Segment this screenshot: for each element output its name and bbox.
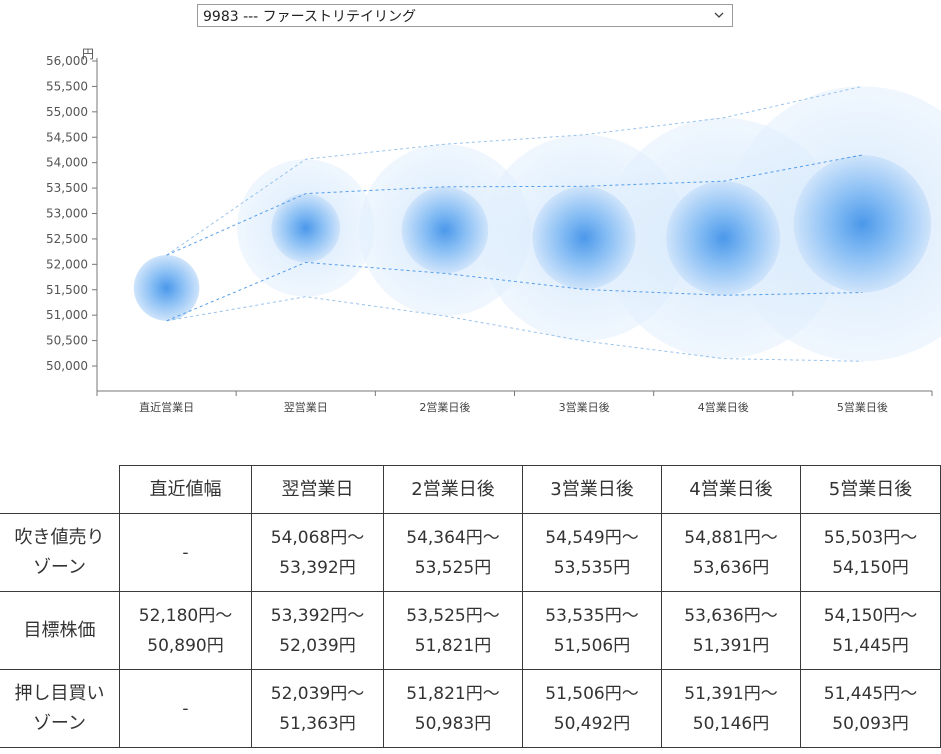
y-axis-unit: 円 [82,47,94,61]
y-tick-label: 56,000 [46,54,88,68]
row-header: 吹き値売り ゾーン [0,513,120,592]
price-cell: 53,636円～ 51,391円 [661,591,801,670]
column-header: 翌営業日 [251,465,384,514]
sell-zone-upper-line [166,85,863,256]
x-category-label: 5営業日後 [837,400,888,414]
price-cell: 54,881円～ 53,636円 [661,513,801,592]
target-lower-line [166,261,863,322]
target-upper-line [166,154,863,256]
price-cell: - [119,669,252,748]
stock-selector-value: 9983 --- ファーストリテイリング [203,8,416,25]
table-header-row: 直近値幅 翌営業日 2営業日後 3営業日後 4営業日後 5営業日後 [0,465,941,514]
y-tick-label: 51,000 [46,308,88,322]
table-row: 目標株価 52,180円～ 50,890円 53,392円～ 52,039円 53,525… [0,591,941,670]
price-cell: 54,068円～ 53,392円 [251,513,384,592]
target-sphere [271,193,341,263]
target-sphere [401,186,489,274]
price-cell: 51,445円～ 50,093円 [800,669,941,748]
row-header: 押し目買い ゾーン [0,669,120,748]
price-cell: 53,535円～ 51,506円 [522,591,662,670]
y-tick-label: 54,500 [46,130,88,144]
x-category-label: 翌営業日 [284,400,328,414]
y-tick-label: 55,500 [46,79,88,93]
column-header: 5営業日後 [800,465,941,514]
price-cell: 55,503円～ 54,150円 [800,513,941,592]
price-cell: 54,364円～ 53,525円 [383,513,523,592]
x-category-label: 直近営業日 [139,400,194,414]
y-tick-label: 52,000 [46,257,88,271]
price-forecast-chart: 円 50,000 50,500 51,000 51,500 52,000 52,500 53,… [46,47,941,414]
x-category-label: 3営業日後 [559,400,610,414]
y-tick-label: 52,500 [46,232,88,246]
y-tick-label: 53,000 [46,207,88,221]
column-header: 3営業日後 [522,465,662,514]
table-row: 吹き値売り ゾーン -54,068円～ 53,392円 54,364円～ 53,525円 5… [0,513,941,592]
target-sphere [532,186,636,290]
price-cell: 52,039円～ 51,363円 [251,669,384,748]
price-cell: 52,180円～ 50,890円 [119,591,252,670]
row-header: 目標株価 [0,591,120,670]
y-tick-label: 53,500 [46,181,88,195]
target-sphere [133,255,200,321]
y-tick-label: 50,000 [46,359,88,373]
price-cell: 51,391円～ 50,146円 [661,669,801,748]
x-category-label: 2営業日後 [419,400,470,414]
column-header: 4営業日後 [661,465,801,514]
price-cell: - [119,513,252,592]
column-header: 2営業日後 [383,465,523,514]
price-cell: 53,392円～ 52,039円 [251,591,384,670]
price-cell: 53,525円～ 51,821円 [383,591,523,670]
price-cell: 54,150円～ 51,445円 [800,591,941,670]
price-cell: 54,549円～ 53,535円 [522,513,662,592]
price-cell: 51,821円～ 50,983円 [383,669,523,748]
y-tick-label: 51,500 [46,283,88,297]
y-tick-label: 50,500 [46,334,88,348]
x-category-label: 4営業日後 [698,400,749,414]
target-sphere [793,155,932,293]
price-zone-table: 直近値幅 翌営業日 2営業日後 3営業日後 4営業日後 5営業日後 吹き値売り ゾーン -54… [0,465,941,748]
price-cell: 51,506円～ 50,492円 [522,669,662,748]
table-corner-cell [0,465,120,514]
y-tick-label: 55,000 [46,105,88,119]
stock-selector[interactable]: 9983 --- ファーストリテイリング [197,4,733,27]
table-row: 押し目買い ゾーン -52,039円～ 51,363円 51,821円～ 50,983円 5… [0,669,941,748]
y-tick-label: 54,000 [46,156,88,170]
column-header: 直近値幅 [119,465,252,514]
target-sphere [666,181,781,296]
chevron-down-icon[interactable] [712,9,726,23]
